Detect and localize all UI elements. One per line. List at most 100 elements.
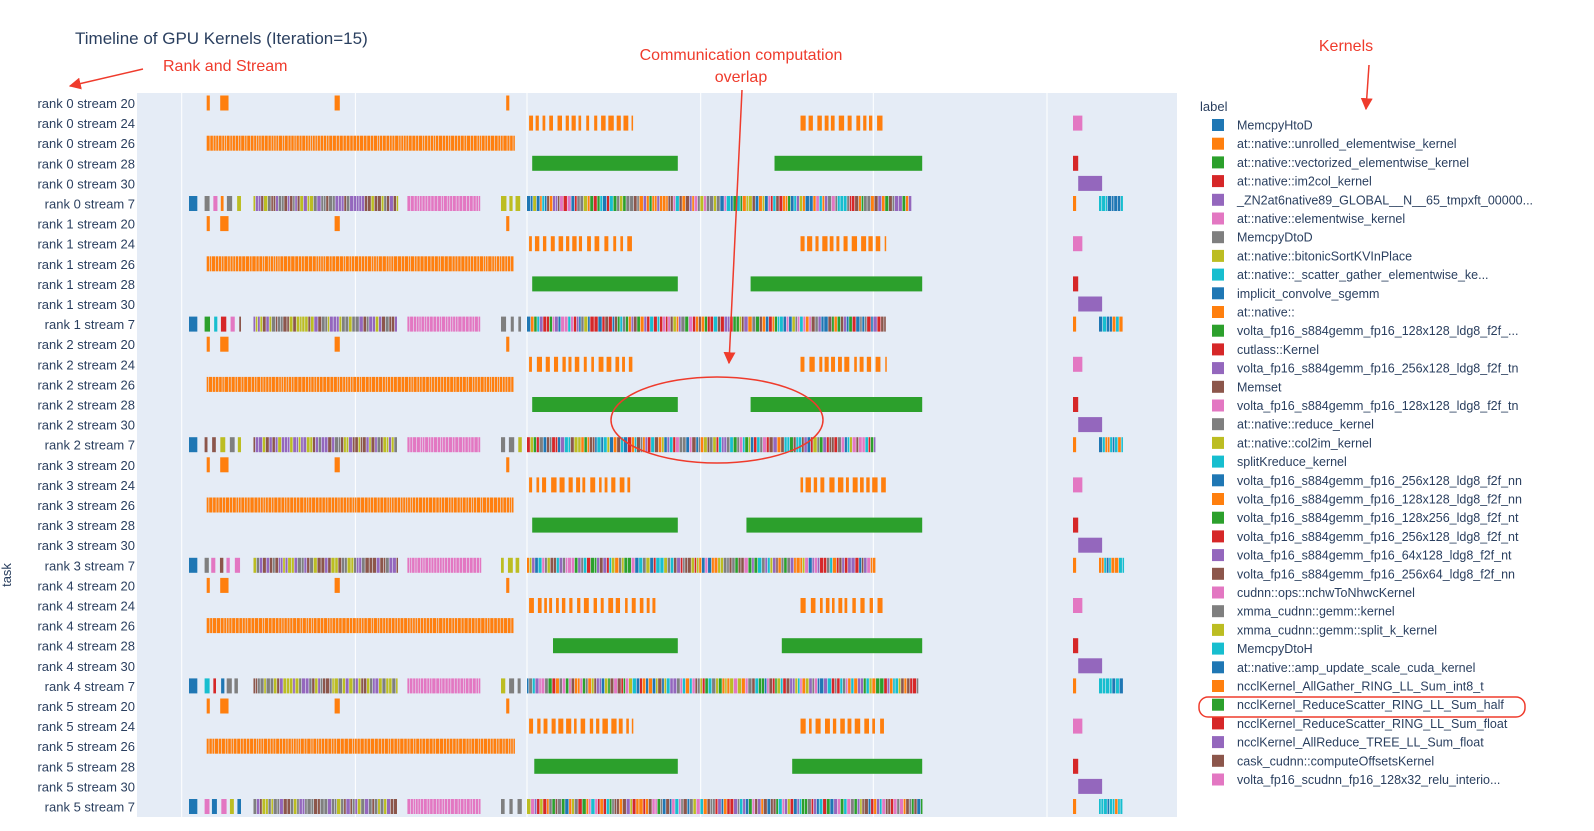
kernel-mark: [1105, 678, 1110, 694]
kernel-mark: [427, 799, 430, 814]
legend-label: ncclKernel_ReduceScatter_RING_LL_Sum_hal…: [1237, 698, 1504, 712]
kernel-mark: [346, 135, 350, 151]
kernel-mark: [867, 316, 871, 332]
kernel-mark: [428, 135, 431, 151]
kernel-mark: [299, 678, 302, 694]
kernel-mark: [780, 678, 783, 694]
kernel-mark: [280, 316, 283, 332]
kernel-mark: [316, 738, 319, 754]
kernel-mark: [1102, 678, 1106, 694]
kernel-mark: [656, 557, 660, 573]
kernel-mark: [606, 356, 612, 372]
kernel-mark: [271, 316, 276, 332]
kernel-mark: [860, 678, 864, 694]
kernel-mark: [235, 256, 239, 272]
kernel-mark: [468, 497, 472, 513]
kernel-mark: [730, 799, 734, 814]
kernel-mark: [356, 196, 359, 211]
legend-swatch: [1212, 773, 1224, 786]
legend-swatch: [1212, 661, 1224, 674]
kernel-mark: [909, 799, 912, 814]
kernel-mark: [293, 678, 295, 694]
kernel-mark: [885, 196, 889, 211]
kernel-mark: [235, 135, 239, 151]
row-label: rank 1 stream 28: [37, 277, 135, 292]
kernel-mark: [762, 196, 765, 211]
kernel-mark: [275, 376, 279, 392]
kernel-mark: [511, 738, 513, 754]
kernel-mark: [410, 618, 413, 634]
kernel-mark: [642, 557, 646, 573]
kernel-mark: [609, 799, 612, 814]
kernel-mark: [381, 196, 384, 211]
kernel-mark: [462, 497, 466, 513]
kernel-mark: [565, 799, 569, 814]
kernel-mark: [412, 135, 416, 151]
kernel-mark: [335, 557, 338, 573]
kernel-mark: [489, 376, 492, 392]
kernel-mark: [321, 196, 324, 211]
kernel-mark: [423, 799, 427, 814]
kernel-mark: [254, 376, 257, 392]
kernel-mark: [646, 557, 650, 573]
kernel-mark: [689, 678, 692, 694]
kernel-mark: [720, 316, 724, 332]
kernel-mark: [232, 618, 236, 634]
kernel-mark: [633, 316, 637, 332]
kernel-mark: [220, 316, 227, 332]
kernel-mark: [382, 256, 386, 272]
kernel-mark: [420, 799, 424, 814]
kernel-mark: [389, 678, 392, 694]
kernel-mark: [827, 678, 832, 694]
kernel-mark: [426, 618, 430, 634]
kernel-mark: [426, 376, 429, 392]
kernel-mark: [574, 356, 580, 372]
kernel-mark: [802, 557, 805, 573]
kernel-mark: [680, 557, 683, 573]
kernel-mark: [574, 437, 578, 453]
kernel-mark: [328, 497, 331, 513]
kernel-mark: [555, 678, 559, 694]
kernel-mark: [727, 799, 730, 814]
kernel-mark: [307, 196, 310, 211]
legend-swatch: [1212, 137, 1224, 150]
legend-swatch: [1212, 642, 1224, 655]
kernel-mark: [461, 256, 465, 272]
kernel-mark: [1106, 316, 1110, 332]
kernel-mark: [557, 799, 562, 814]
kernel-mark: [595, 799, 598, 814]
kernel-mark: [356, 135, 360, 151]
kernel-mark: [318, 256, 321, 272]
kernel-mark: [573, 316, 577, 332]
kernel-mark: [482, 135, 485, 151]
kernel-mark: [425, 557, 429, 573]
kernel-mark: [469, 738, 471, 754]
kernel-mark: [740, 196, 743, 211]
kernel-mark: [396, 196, 399, 211]
kernel-mark: [216, 497, 219, 513]
kernel-mark: [858, 196, 861, 211]
kernel-mark: [854, 799, 857, 814]
kernel-mark: [716, 678, 719, 694]
kernel-mark: [631, 718, 634, 734]
kernel-mark: [433, 799, 437, 814]
kernel-mark: [844, 598, 848, 613]
kernel-mark: [355, 316, 359, 332]
kernel-mark: [338, 437, 341, 453]
kernel-mark: [681, 799, 683, 814]
kernel-mark: [708, 557, 712, 573]
kernel-mark: [790, 196, 794, 211]
kernel-mark: [755, 678, 759, 694]
kernel-mark: [440, 256, 444, 272]
kernel-mark: [689, 196, 692, 211]
kernel-mark: [242, 256, 246, 272]
kernel-mark: [518, 437, 522, 453]
kernel-mark: [234, 557, 241, 573]
kernel-mark: [313, 799, 318, 814]
kernel-mark: [300, 316, 302, 332]
kernel-mark: [545, 678, 548, 694]
kernel-mark: [683, 799, 687, 814]
kernel-mark: [539, 316, 543, 332]
kernel-mark: [428, 437, 431, 453]
kernel-mark: [809, 718, 812, 734]
